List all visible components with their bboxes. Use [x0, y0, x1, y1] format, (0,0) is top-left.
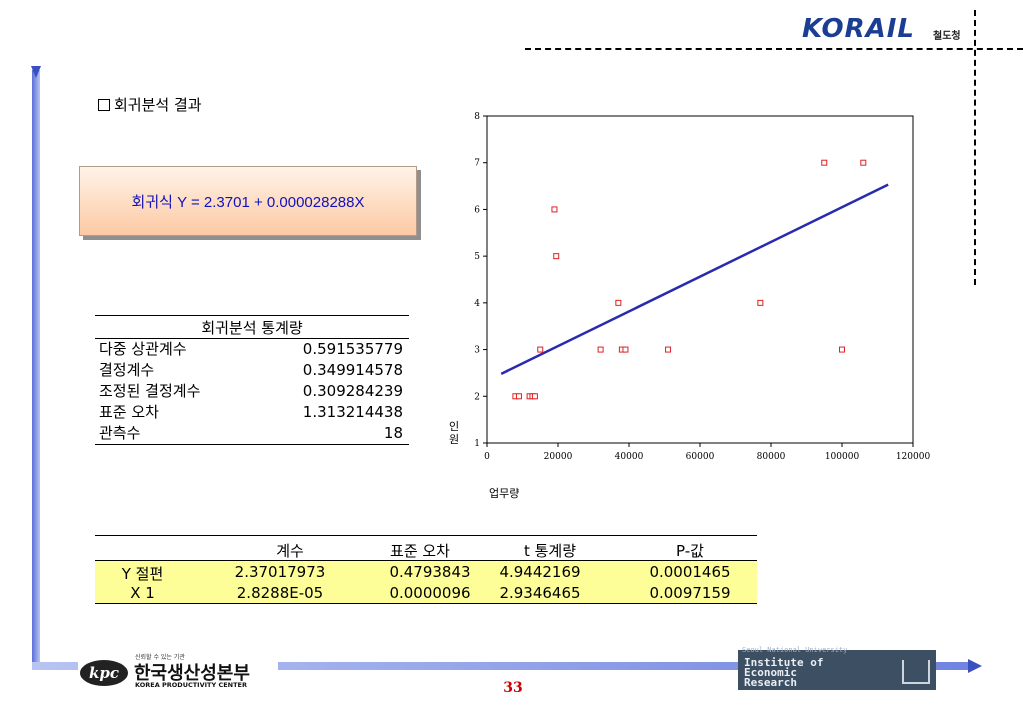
table-cell: X 1 [130, 584, 155, 602]
left-frame-bar [32, 70, 40, 670]
x-axis-label: 업무량 [489, 487, 520, 500]
table-cell: 2.8288E-05 [236, 584, 324, 602]
stat-label: 결정계수 [99, 361, 155, 379]
left-frame-arrow [31, 66, 41, 78]
regression-equation: 회귀식 Y = 2.3701 + 0.000028288X [131, 194, 365, 211]
side-dashed-line [974, 10, 976, 285]
x-tick-label: 0 [484, 452, 490, 462]
table-cell: Y 절편 [121, 565, 164, 583]
regression-line [500, 183, 889, 375]
ier-university: Seoul National University [742, 646, 848, 654]
y-tick-label: 1 [474, 439, 480, 449]
x-tick-label: 40000 [615, 452, 644, 462]
x-tick-label: 120000 [896, 452, 930, 462]
table-header-row: 계수 표준 오차 t 통계량 P-값 [95, 535, 757, 561]
table-cell: 0.0097159 [649, 584, 731, 602]
ier-line-1: Institute of [744, 656, 824, 669]
table-row: 결정계수 0.349914578 [95, 360, 409, 381]
scatter-point [537, 346, 544, 353]
stat-label: 관측수 [99, 424, 141, 442]
table-row: Y 절편 2.37017973 0.4793843 4.9442169 0.00… [95, 561, 757, 583]
table-row: 관측수 18 [95, 423, 409, 445]
table-cell: 2.9346465 [499, 584, 581, 602]
scatter-point [757, 299, 764, 306]
kpc-logo-mark: kpc [80, 660, 128, 686]
kpc-name: 한국생산성본부 [134, 663, 250, 684]
equation-box: 회귀식 Y = 2.3701 + 0.000028288X [79, 166, 417, 236]
scatter-chart: 1 2 3 4 5 6 7 8 0 20000 40000 60000 80000 100000 12000… [474, 112, 930, 462]
scatter-point [622, 346, 629, 353]
y-tick-label: 6 [474, 205, 480, 215]
table-row: 조정된 결정계수 0.309284239 [95, 381, 409, 402]
stat-label: 조정된 결정계수 [99, 382, 201, 400]
section-title-text: 회귀분석 결과 [114, 96, 202, 114]
bottom-frame-bar [32, 662, 972, 670]
x-tick-label: 60000 [686, 452, 715, 462]
y-tick-label: 2 [474, 392, 480, 402]
header-cell: 표준 오차 [390, 542, 450, 560]
scatter-point [551, 206, 558, 213]
kpc-tagline: 신뢰할 수 있는 기관 [135, 654, 185, 661]
table-row: 표준 오차 1.313214438 [95, 402, 409, 423]
header-cell: 계수 [276, 542, 304, 560]
scatter-point [515, 393, 522, 400]
korail-logo-subtitle: 철도청 [933, 31, 961, 42]
regression-stats-table: 회귀분석 통계량 다중 상관계수 0.591535779 결정계수 0.349914… [95, 315, 409, 445]
plot-area [486, 115, 914, 444]
y-tick-label: 4 [474, 299, 480, 309]
table-cell: 0.0000096 [389, 584, 471, 602]
header-dashed-line [525, 48, 1023, 50]
y-tick-label: 7 [474, 159, 480, 169]
section-title: 회귀분석 결과 [98, 94, 202, 115]
stat-value: 1.313214438 [302, 403, 403, 421]
y-tick-label: 3 [474, 346, 480, 356]
kpc-english-name: KOREA PRODUCTIVITY CENTER [135, 681, 247, 689]
scatter-point [531, 393, 538, 400]
checkbox-bullet-icon [98, 99, 110, 111]
ier-emblem-icon [902, 660, 930, 684]
scatter-point [839, 346, 845, 353]
x-tick-label: 100000 [825, 452, 860, 462]
stat-label: 다중 상관계수 [99, 340, 187, 358]
table-cell: 0.0001465 [649, 563, 731, 581]
stat-label: 표준 오차 [99, 403, 159, 421]
korail-logo: KORAIL [802, 14, 915, 44]
scatter-point [860, 159, 867, 166]
x-tick-label: 20000 [544, 452, 573, 462]
x-tick-label: 80000 [757, 452, 786, 462]
table-cell: 4.9442169 [499, 563, 581, 581]
y-tick-label: 5 [474, 252, 480, 262]
y-tick-label: 8 [474, 112, 480, 122]
table-cell: 0.4793843 [389, 563, 471, 581]
stat-value: 0.309284239 [302, 382, 403, 400]
scatter-point [615, 299, 622, 306]
table-row: X 1 2.8288E-05 0.0000096 2.9346465 0.009… [95, 582, 757, 604]
scatter-point [665, 346, 672, 353]
stat-value: 0.591535779 [302, 340, 403, 358]
stat-value: 0.349914578 [302, 361, 403, 379]
ier-line-2: Economic [744, 666, 797, 679]
page-number: 33 [503, 680, 523, 696]
ier-line-3: Research [744, 676, 797, 689]
table-row: 다중 상관계수 0.591535779 [95, 339, 409, 360]
stats-table-title: 회귀분석 통계량 [95, 315, 409, 339]
scatter-point [553, 253, 560, 260]
scatter-point [597, 346, 604, 353]
header-cell: P-값 [676, 542, 704, 560]
stat-value: 18 [383, 424, 403, 442]
coefficient-table: 계수 표준 오차 t 통계량 P-값 Y 절편 2.37017973 0.479… [95, 535, 757, 604]
table-cell: 2.37017973 [234, 563, 326, 581]
bottom-frame-arrow [968, 659, 982, 673]
header-cell: t 통계량 [523, 542, 577, 560]
ier-logo: Seoul National University Institute of E… [738, 646, 936, 690]
scatter-point [821, 159, 828, 166]
